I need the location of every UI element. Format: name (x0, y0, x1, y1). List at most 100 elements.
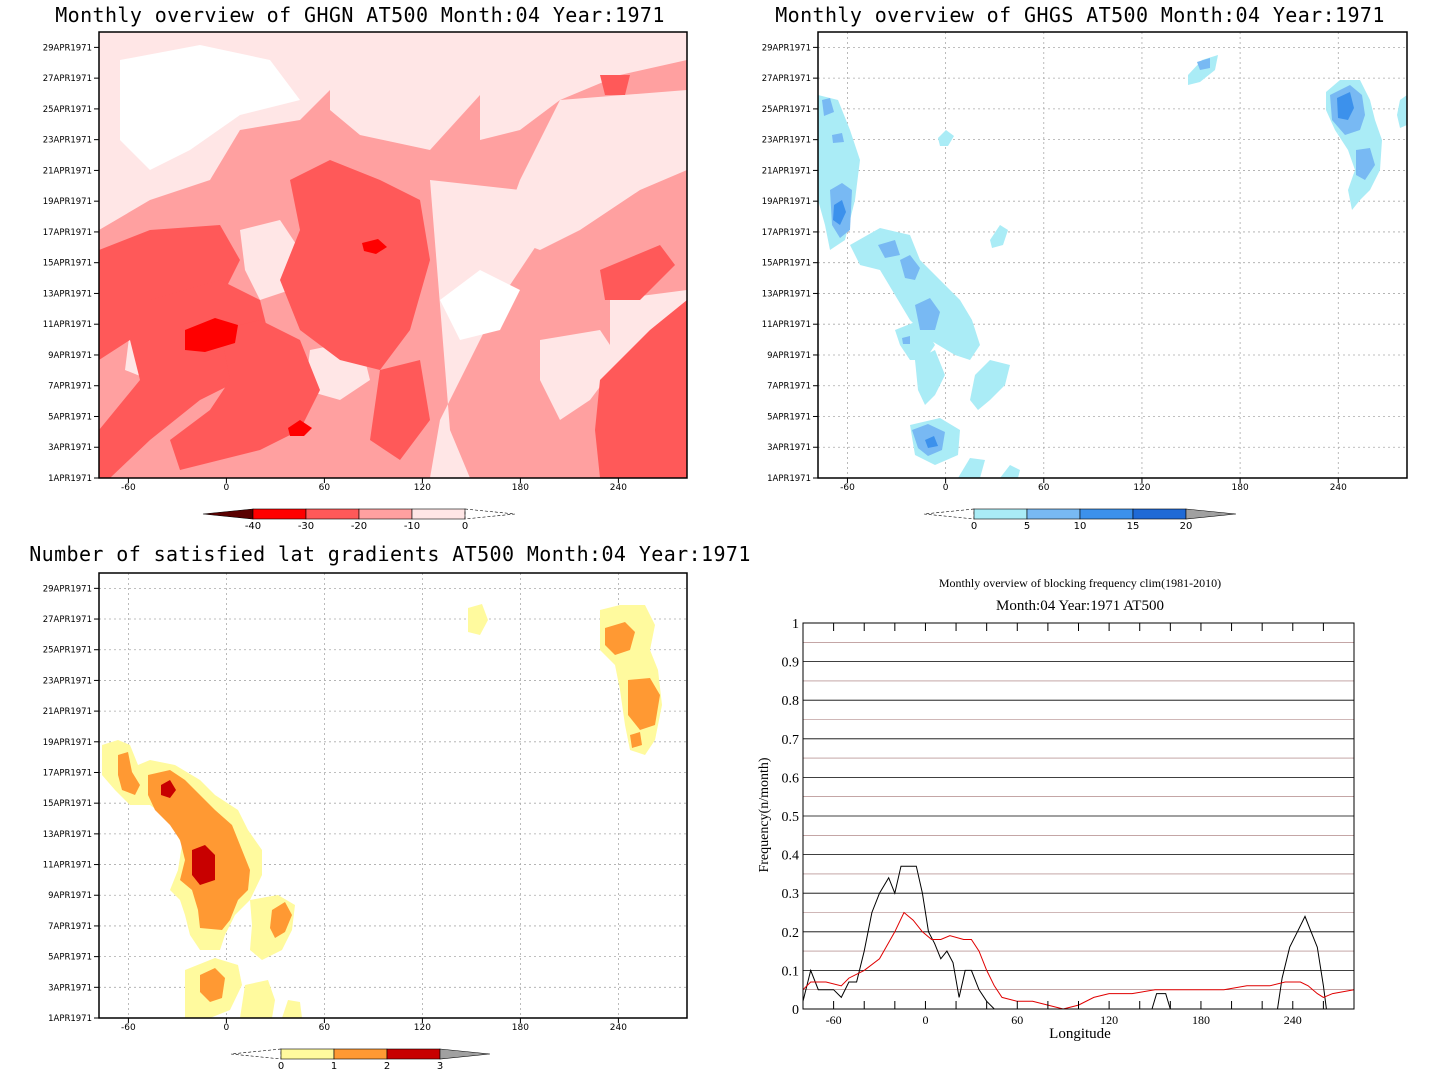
y-tick-label: 0.5 (782, 810, 800, 825)
x-tick-label: 0 (224, 1023, 230, 1033)
grid-lat (99, 573, 687, 1019)
x-tick-label: 240 (1284, 1013, 1302, 1027)
x-tick-label: 0 (922, 1013, 928, 1027)
x-tick-label: 240 (610, 1023, 627, 1033)
colorbar-label: -20 (351, 521, 367, 532)
y-tick-label: 3APR1971 (48, 443, 92, 453)
y-tick-label: 1APR1971 (48, 1014, 92, 1024)
y-tick-label: 0.8 (782, 694, 800, 709)
colorbar-swatch (973, 508, 1028, 520)
grid-frequency (803, 642, 1354, 991)
y-tick-label: 0.4 (782, 849, 800, 864)
y-tick-label: 23APR1971 (43, 136, 92, 146)
panel-ghgs: Monthly overview of GHGS AT500 Month:04 … (720, 0, 1440, 545)
y-tick-label: 1APR1971 (767, 474, 811, 484)
colorbar-label: -40 (245, 521, 261, 532)
frequency-line-chart: -60 0 60 120 180 240 0 0.1 0.2 0.3 0.4 0.5 0.6 0.7 0.… (782, 617, 1355, 1027)
y-tick-label: 9APR1971 (767, 351, 811, 361)
y-tick-label: 15APR1971 (43, 799, 92, 809)
x-tick-label: 0 (224, 483, 230, 493)
y-axis-lat: 1APR1971 3APR1971 5APR1971 7APR1971 9APR1971… (43, 584, 99, 1024)
colorbar-swatch (386, 1048, 441, 1060)
colorbar-extension-left (230, 1048, 282, 1060)
y-tick-label: 11APR1971 (43, 861, 92, 871)
y-tick-label: 0.2 (782, 926, 800, 941)
colorbar-label: 1 (331, 1061, 337, 1072)
x-tick-label: 120 (1100, 1013, 1118, 1027)
y-tick-label: 9APR1971 (48, 351, 92, 361)
x-tick-label: 0 (943, 483, 949, 493)
y-tick-label: 25APR1971 (762, 105, 811, 115)
panel-title: Monthly overview of GHGS AT500 Month:04 … (775, 3, 1385, 27)
series-lines (802, 865, 1355, 1010)
x-tick-label: 60 (1038, 483, 1050, 493)
y-tick-label: 17APR1971 (43, 768, 92, 778)
y-tick-label: 23APR1971 (43, 676, 92, 686)
x-tick-label: 120 (1133, 483, 1150, 493)
y-tick-label: 17APR1971 (43, 228, 92, 238)
x-axis-lat: -60 0 60 120 180 240 (121, 1018, 627, 1033)
y-tick-label: 27APR1971 (762, 74, 811, 84)
y-tick-label: 13APR1971 (762, 289, 811, 299)
y-tick-label: 27APR1971 (43, 74, 92, 84)
y-tick-label: 5APR1971 (48, 412, 92, 422)
colorbar-label: 2 (384, 1061, 390, 1072)
y-tick-label: 19APR1971 (43, 197, 92, 207)
colorbar-swatch (358, 508, 413, 520)
y-tick-label: 11APR1971 (762, 320, 811, 330)
x-tick-label: -60 (121, 483, 136, 493)
y-tick-label: 13APR1971 (43, 830, 92, 840)
y-tick-label: 0.9 (782, 656, 800, 671)
y-tick-label: 1APR1971 (48, 474, 92, 484)
x-tick-label: -60 (840, 483, 855, 493)
x-tick-label: 120 (414, 1023, 431, 1033)
colorbar-ghgs: 0 5 10 15 20 (923, 508, 1237, 532)
y-tick-label: 3APR1971 (48, 983, 92, 993)
x-axis-frequency: -60 0 60 120 180 240 (802, 623, 1355, 1027)
y-tick-label: 3APR1971 (767, 443, 811, 453)
colorbar-extension-left (202, 508, 254, 520)
y-tick-label: 15APR1971 (762, 259, 811, 269)
x-axis-label: Longitude (1049, 1026, 1111, 1042)
hovmoller-chart-ghgn: -60 0 60 120 180 240 1APR1971 3APR1971 5APR1971… (43, 31, 688, 532)
colorbar-label: -30 (298, 521, 314, 532)
colorbar-swatch (280, 1048, 335, 1060)
y-tick-label: 25APR1971 (43, 105, 92, 115)
panel-title: Number of satisfied lat gradients AT500 … (29, 542, 751, 566)
colorbar-swatch (411, 508, 466, 520)
colorbar-label: 10 (1074, 521, 1087, 532)
colorbar-label: 5 (1024, 521, 1030, 532)
y-tick-label: 0.6 (782, 771, 800, 786)
x-axis-ghgn: -60 0 60 120 180 240 (121, 478, 627, 493)
x-tick-label: 60 (319, 1023, 331, 1033)
y-tick-label: 0.3 (782, 887, 800, 902)
y-tick-label: 7APR1971 (48, 922, 92, 932)
x-axis-ghgs: -60 0 60 120 180 240 (840, 478, 1347, 493)
y-axis-frequency: 0 0.1 0.2 0.3 0.4 0.5 0.6 0.7 0.8 0.9 1 (782, 617, 800, 1018)
y-axis-ghgs: 1APR1971 3APR1971 5APR1971 7APR1971 9APR1971… (762, 43, 818, 484)
colorbar-swatch (305, 508, 360, 520)
panel-lat: Number of satisfied lat gradients AT500 … (0, 540, 750, 1091)
colorbar-swatch (1132, 508, 1187, 520)
colorbar-swatch (333, 1048, 388, 1060)
y-tick-label: 19APR1971 (43, 738, 92, 748)
panel-title: Monthly overview of GHGN AT500 Month:04 … (55, 3, 665, 27)
colorbar-label: -10 (404, 521, 420, 532)
contour-fill-ghgs (818, 55, 1407, 478)
x-tick-label: 60 (319, 483, 331, 493)
y-tick-label: 11APR1971 (43, 320, 92, 330)
y-tick-label: 0.7 (782, 733, 800, 748)
colorbar-swatch (1026, 508, 1081, 520)
y-tick-label: 23APR1971 (762, 136, 811, 146)
x-tick-label: 240 (610, 483, 627, 493)
y-tick-label: 13APR1971 (43, 289, 92, 299)
colorbar-extension-right (464, 508, 516, 520)
series-line-black (802, 865, 1354, 1010)
y-tick-label: 15APR1971 (43, 259, 92, 269)
series-line-red (802, 911, 1355, 1010)
colorbar-ghgn: -40 -30 -20 -10 0 (202, 508, 516, 532)
hovmoller-chart-lat: -60 0 60 120 180 240 1APR19713APR19715APR1971… (43, 572, 688, 1072)
hovmoller-chart-ghgs: -60 0 60 120 180 240 1APR1971 3APR1971 5APR1971… (762, 31, 1408, 532)
frequency-chart-title: Monthly overview of blocking frequency c… (938, 576, 1222, 590)
contour-fill-ghgn (99, 32, 687, 478)
